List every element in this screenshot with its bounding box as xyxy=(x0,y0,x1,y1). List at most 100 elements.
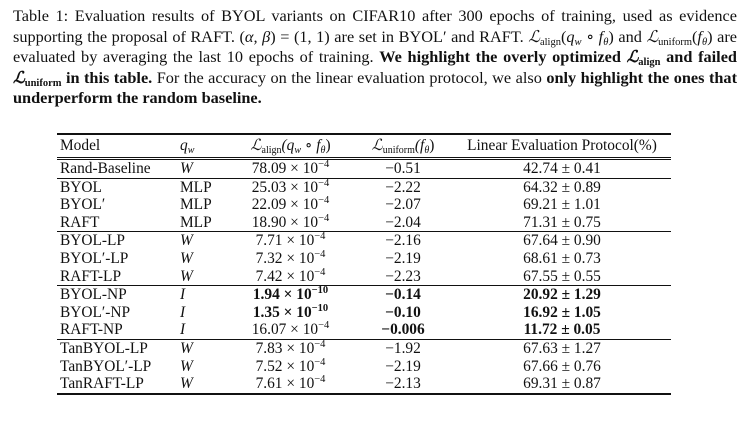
caption-f-2: f xyxy=(697,26,702,46)
cell-model: TanBYOL′-LP xyxy=(60,357,152,375)
caption-circ: ∘ xyxy=(581,26,599,46)
cell-model: BYOL-LP xyxy=(60,232,125,250)
table-row: RAFT-LP W 7.42 × 10−4 −2.23 67.55 ± 0.55 xyxy=(57,266,671,286)
caption-text-5: ) are evaluated by averaging the last 10… xyxy=(13,26,737,67)
cell-model: BYOL xyxy=(60,178,102,196)
cell-linear: 69.21 ± 1.01 xyxy=(523,196,601,214)
caption-alpha-beta: α, β xyxy=(244,26,271,46)
cell-uniform: −2.23 xyxy=(385,267,421,285)
caption-bold-uniform-subscript: uniform xyxy=(24,77,62,89)
caption-bold-uniform-symbol: ℒ xyxy=(13,67,25,87)
cell-linear: 67.66 ± 0.76 xyxy=(523,357,601,375)
table-row: BYOL′ MLP 22.09 × 10−4 −2.07 69.21 ± 1.0… xyxy=(57,195,671,214)
caption-w-subscript: w xyxy=(574,36,582,48)
table-row: TanBYOL′-LP W 7.52 × 10−4 −2.19 67.66 ± … xyxy=(57,356,671,376)
cell-model: BYOL-NP xyxy=(60,286,127,304)
cell-linear: 20.92 ± 1.29 xyxy=(523,286,601,304)
cell-uniform: −0.006 xyxy=(381,321,425,339)
cell-qw: MLP xyxy=(180,213,212,231)
table-row: BYOL-LP W 7.71 × 10−4 −2.16 67.64 ± 0.90 xyxy=(57,232,671,250)
caption-paren-2: ( xyxy=(692,26,698,46)
cell-qw: W xyxy=(180,267,193,285)
caption-theta-subscript: θ xyxy=(603,36,609,48)
caption-loss-align-symbol: ℒ xyxy=(528,26,540,46)
cell-align: 7.42 × 10−4 xyxy=(255,266,326,285)
caption-bold-1: We highlight the overly optimized xyxy=(379,47,627,67)
caption-q: q xyxy=(566,26,575,46)
header-qw: qw xyxy=(180,137,195,157)
cell-linear: 71.31 ± 0.75 xyxy=(523,213,601,231)
cell-align: 18.90 × 10−4 xyxy=(251,212,330,231)
cell-align: 7.83 × 10−4 xyxy=(255,338,326,357)
caption-f: f xyxy=(598,26,604,46)
caption-uniform-subscript: uniform xyxy=(658,36,692,48)
cell-model: TanRAFT-LP xyxy=(60,375,144,393)
header-loss-uniform: ℒuniform(fθ) xyxy=(371,137,435,157)
cell-qw: W xyxy=(180,232,193,250)
cell-model: TanBYOL-LP xyxy=(60,339,148,357)
cell-linear: 67.63 ± 1.27 xyxy=(523,339,601,357)
table-row: BYOL′-LP W 7.32 × 10−4 −2.19 68.61 ± 0.7… xyxy=(57,248,671,268)
cell-model: BYOL′-NP xyxy=(60,303,131,321)
table-row: TanBYOL-LP W 7.83 × 10−4 −1.92 67.63 ± 1… xyxy=(57,339,671,357)
cell-qw: I xyxy=(180,303,186,321)
cell-uniform: −0.14 xyxy=(385,286,421,304)
cell-uniform: −2.07 xyxy=(385,196,421,214)
table-row: BYOL MLP 25.03 × 10−4 −2.22 64.32 ± 0.89 xyxy=(57,178,671,196)
table-caption: Table 1: Evaluation results of BYOL vari… xyxy=(13,6,737,109)
cell-linear: 68.61 ± 0.73 xyxy=(523,249,601,267)
table-row: BYOL-NP I 1.94 × 10−10 −0.14 20.92 ± 1.2… xyxy=(57,285,671,304)
cell-uniform: −0.10 xyxy=(385,303,421,321)
cell-linear: 67.55 ± 0.55 xyxy=(523,267,601,285)
caption-bold-2: and failed xyxy=(660,47,737,67)
cell-align: 78.09 × 10−4 xyxy=(251,159,330,177)
cell-align: 16.07 × 10−4 xyxy=(251,320,330,339)
cell-model: Rand-Baseline xyxy=(60,160,151,177)
cell-align: 7.32 × 10−4 xyxy=(255,248,326,267)
header-model: Model xyxy=(60,137,101,155)
cell-model: RAFT-LP xyxy=(60,267,122,285)
table-header-row: Model qw ℒalign(qw ∘ fθ) ℒuniform(fθ) Li… xyxy=(57,134,671,159)
cell-align: 1.94 × 10−10 xyxy=(252,285,329,304)
caption-bold-align-subscript: align xyxy=(638,57,661,69)
table-row: RAFT-NP I 16.07 × 10−4 −0.006 11.72 ± 0.… xyxy=(57,321,671,339)
cell-qw: W xyxy=(180,357,193,375)
cell-uniform: −2.22 xyxy=(385,178,421,196)
caption-text-3: ′ and RAFT. xyxy=(442,26,529,46)
results-table-wrapper: Model qw ℒalign(qw ∘ fθ) ℒuniform(fθ) Li… xyxy=(57,133,671,395)
header-linear-eval: Linear Evaluation Protocol(%) xyxy=(467,137,657,155)
cell-qw: W xyxy=(180,339,193,357)
cell-linear: 42.74 ± 0.41 xyxy=(523,160,601,177)
cell-uniform: −2.19 xyxy=(385,249,421,267)
cell-uniform: −2.04 xyxy=(385,213,421,231)
caption-bold-align-symbol: ℒ xyxy=(626,47,639,67)
cell-uniform: −0.51 xyxy=(385,160,421,177)
table-row: Rand-Baseline W 78.09 × 10−4 −0.51 42.74… xyxy=(57,158,671,179)
caption-loss-uniform-symbol: ℒ xyxy=(646,26,659,46)
cell-uniform: −1.92 xyxy=(385,339,421,357)
cell-linear: 64.32 ± 0.89 xyxy=(523,178,601,196)
caption-bold-3: in this table. xyxy=(61,67,153,87)
cell-align: 7.52 × 10−4 xyxy=(255,356,326,375)
header-loss-align: ℒalign(qw ∘ fθ) xyxy=(250,137,331,157)
cell-align: 25.03 × 10−4 xyxy=(251,177,330,196)
caption-text-2: ) = (1, 1) are set in BYOL xyxy=(270,26,443,46)
cell-uniform: −2.16 xyxy=(385,232,421,250)
cell-qw: W xyxy=(180,249,193,267)
caption-text-4: ) and xyxy=(608,26,647,46)
cell-qw: I xyxy=(180,286,186,304)
cell-qw: MLP xyxy=(180,178,212,196)
cell-uniform: −2.13 xyxy=(385,375,421,393)
cell-qw: W xyxy=(180,160,193,177)
cell-align: 7.61 × 10−4 xyxy=(255,374,326,393)
caption-paren: ( xyxy=(560,26,567,46)
cell-align: 7.71 × 10−4 xyxy=(255,231,326,250)
cell-model: BYOL′-LP xyxy=(60,249,129,267)
caption-align-subscript: align xyxy=(539,36,561,48)
cell-linear: 69.31 ± 0.87 xyxy=(523,375,601,393)
caption-theta-subscript-2: θ xyxy=(701,36,708,48)
cell-align: 22.09 × 10−4 xyxy=(251,195,330,214)
caption-bold-4: only highlight the ones that underperfor… xyxy=(13,67,737,108)
cell-linear: 67.64 ± 0.90 xyxy=(523,232,601,250)
cell-uniform: −2.19 xyxy=(385,357,421,375)
